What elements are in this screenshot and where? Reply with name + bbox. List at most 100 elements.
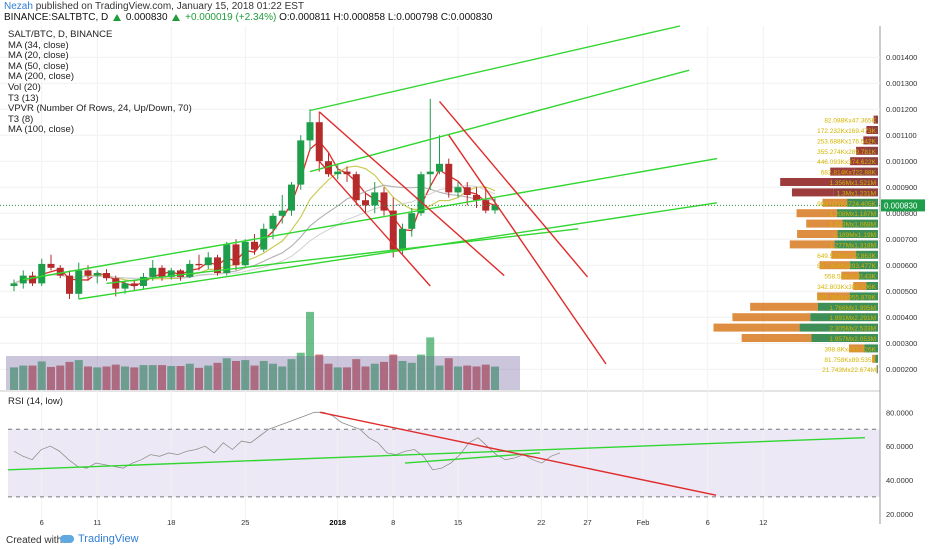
- vp-label: 827.954Kx893.477K: [817, 263, 877, 270]
- volume-bar: [472, 366, 481, 390]
- candle: [103, 269, 110, 281]
- time-axis: 6 11 18 25 2018 8 15 22 27 Feb 6 12: [40, 518, 768, 527]
- vp-label: 558.58Kx520.43K: [824, 274, 876, 281]
- time-tick-label: 6: [706, 518, 710, 527]
- candle: [417, 171, 425, 216]
- candle: [195, 254, 203, 271]
- candle-body: [408, 213, 416, 229]
- candle-body: [306, 122, 314, 141]
- candle: [204, 252, 212, 270]
- time-tick-label: 2018: [329, 518, 346, 527]
- candle-body: [269, 215, 277, 229]
- candle: [251, 234, 258, 255]
- time-tick-label: 8: [391, 518, 395, 527]
- vp-bar-down: [853, 282, 867, 290]
- volume-bar: [426, 337, 435, 390]
- volume-bar: [380, 361, 388, 390]
- vp-bar-up: [837, 230, 878, 238]
- candle: [371, 182, 379, 214]
- volume-bar: [352, 359, 361, 390]
- legend-item[interactable]: MA (20, close): [8, 50, 69, 62]
- author-link[interactable]: Nezah: [4, 1, 33, 12]
- vp-label: 1.277Mx1.318M: [829, 242, 876, 249]
- footer: Created with TradingView: [0, 530, 932, 550]
- volume-profile-labels: 82.088Kx47.365K 172.232Kx169.473K 253.688K…: [817, 118, 877, 375]
- vp-bar-down: [713, 323, 800, 332]
- candle: [352, 171, 360, 206]
- volume-ma-band: [6, 356, 520, 390]
- vp-bar-down: [876, 365, 878, 374]
- volume-bar: [287, 359, 296, 390]
- legend-item[interactable]: MA (50, close): [8, 60, 69, 72]
- legend-item[interactable]: VPVR (Number Of Rows, 24, Up/Down, 70): [8, 103, 192, 115]
- current-price-label: 0.000830: [884, 201, 918, 210]
- vp-bar-down: [866, 126, 873, 134]
- channel-lower-line: [78, 202, 718, 300]
- vp-bar-up: [847, 198, 878, 207]
- legend-item[interactable]: MA (200, close): [8, 71, 74, 83]
- legend-item[interactable]: MA (34, close): [8, 39, 69, 51]
- legend-item[interactable]: T3 (13): [8, 92, 39, 104]
- vp-label: 1.957Mx2.053M: [829, 336, 876, 343]
- descending-line: [438, 100, 589, 278]
- time-tick-label: 6: [40, 518, 44, 527]
- volume-bar: [65, 361, 74, 390]
- vp-bar-down: [817, 292, 850, 301]
- vp-label: 908.031Kx724.405K: [817, 201, 877, 208]
- candle-body: [491, 205, 499, 211]
- vp-label: 1.3Mx1.231M: [837, 190, 876, 197]
- volume-bar: [491, 366, 499, 390]
- vp-bar-down: [841, 271, 859, 280]
- tradingview-logo[interactable]: TradingView: [60, 533, 139, 545]
- vp-label: 253.688Kx176.542K: [817, 138, 877, 145]
- vp-label: 2.305Mx2.533M: [829, 326, 876, 333]
- price-tick-label: 0.000500: [886, 287, 917, 296]
- candle-body: [260, 228, 268, 250]
- volume-bar: [278, 366, 287, 390]
- vp-label: 682.814Kx722.88K: [821, 170, 877, 177]
- candle: [334, 163, 342, 180]
- descending-line: [318, 111, 505, 277]
- vp-bar-down: [856, 146, 866, 155]
- vp-bar-down: [848, 344, 865, 353]
- candle-body: [399, 228, 406, 250]
- volume-bar: [250, 365, 259, 390]
- candle: [66, 270, 73, 299]
- volume-bar: [139, 365, 148, 390]
- price-tick-label: 0.000800: [886, 209, 917, 218]
- candle-body: [362, 200, 369, 206]
- candle: [288, 182, 295, 216]
- candle: [158, 265, 166, 281]
- candle: [408, 208, 416, 237]
- legend-item[interactable]: MA (100, close): [8, 124, 74, 136]
- vp-bar-down: [780, 178, 832, 186]
- candle-body: [371, 192, 379, 206]
- vp-label: 21.743Mx22.674M: [822, 367, 876, 374]
- candle: [362, 192, 369, 214]
- vp-bar-down: [830, 167, 855, 176]
- up-arrow-icon: [113, 14, 122, 21]
- legend-title: SALT/BTC, D, BINANCE: [8, 29, 113, 40]
- candle-body: [463, 187, 471, 195]
- volume-bar: [398, 360, 407, 390]
- volume-bar: [47, 366, 55, 390]
- candle: [241, 239, 249, 267]
- candle: [10, 279, 18, 292]
- legend-item[interactable]: Vol (20): [8, 81, 41, 93]
- legend-item[interactable]: T3 (8): [8, 113, 34, 125]
- price-chart[interactable]: 82.088Kx47.365K 172.232Kx169.473K 253.688K…: [0, 24, 932, 528]
- candle-body: [47, 263, 55, 268]
- candle-body: [334, 171, 342, 175]
- vp-bar-up: [811, 334, 878, 342]
- vp-bar-down: [732, 313, 811, 322]
- time-tick-label: 11: [93, 518, 101, 527]
- price-tick-label: 0.000200: [886, 365, 917, 374]
- vp-label: 82.088Kx47.365K: [824, 118, 876, 125]
- volume-bar: [463, 365, 472, 390]
- vp-bar-up: [855, 250, 878, 259]
- volume-bar: [389, 354, 398, 390]
- candle: [140, 273, 147, 289]
- candle-body: [232, 244, 240, 266]
- vp-bar-down: [750, 302, 818, 311]
- volume-bar: [306, 311, 314, 390]
